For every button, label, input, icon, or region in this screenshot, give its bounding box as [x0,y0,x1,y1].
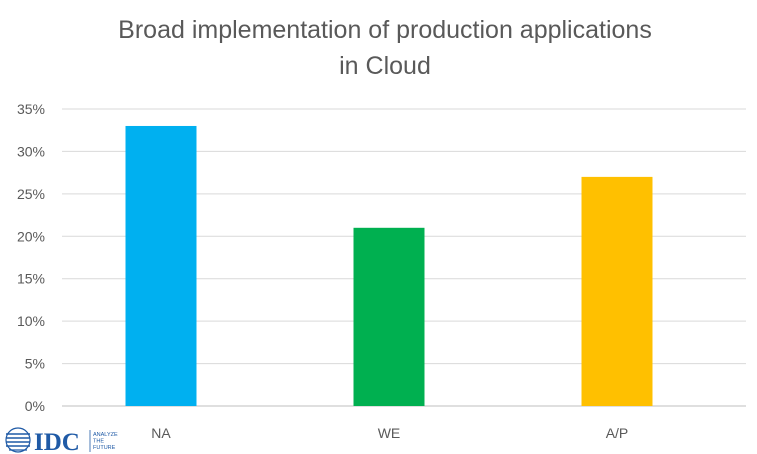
y-tick-label: 30% [17,143,45,159]
logo-tagline-3: FUTURE [93,445,116,451]
y-tick-label: 15% [17,271,45,287]
globe-icon [5,427,31,453]
y-axis-ticks: 0% 5% 10% 15% 20% 25% 30% 35% [17,101,45,414]
x-category-label: A/P [606,425,629,441]
idc-logo: IDC ANALYZE THE FUTURE [5,427,118,454]
bar-we [353,227,425,406]
y-tick-label: 5% [25,356,45,372]
logo-tagline-1: ANALYZE [93,432,118,438]
bar-na [125,125,197,406]
chart-title-line-2: in Cloud [339,52,431,80]
x-axis-categories: NA WE A/P [151,425,628,441]
logo-wordmark: IDC [34,429,80,454]
y-tick-label: 20% [17,228,45,244]
x-category-label: WE [378,425,401,441]
y-tick-label: 25% [17,186,45,202]
x-category-label: NA [151,425,171,441]
logo-tagline-2: THE [93,439,104,445]
y-tick-label: 0% [25,398,45,414]
chart-title-line-1: Broad implementation of production appli… [118,16,652,44]
bars [125,125,653,406]
y-tick-label: 10% [17,313,45,329]
bar-ap [581,176,653,406]
y-tick-label: 35% [17,101,45,117]
